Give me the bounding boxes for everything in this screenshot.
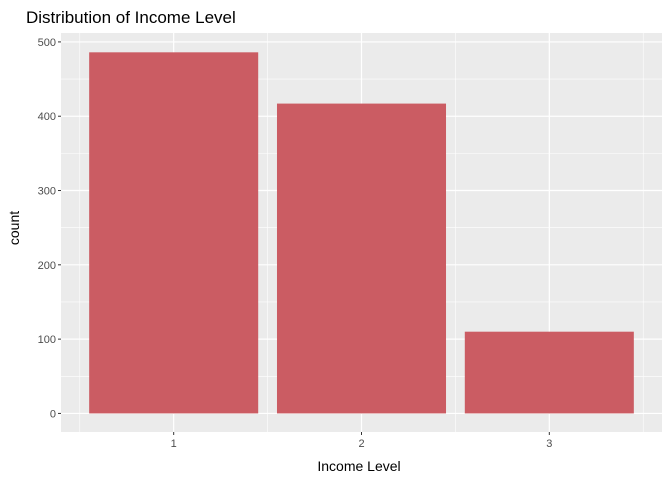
x-tick-label: 3 [546, 438, 552, 450]
bars [89, 52, 634, 414]
bar-1 [89, 52, 259, 414]
x-tick-label: 2 [358, 438, 364, 450]
y-axis: 0 100 200 300 400 500 [38, 37, 61, 420]
y-tick-label: 0 [50, 408, 56, 420]
x-axis-title: Income Level [317, 458, 400, 474]
y-tick-label: 100 [38, 334, 56, 346]
y-tick-label: 200 [38, 260, 56, 272]
y-tick-label: 300 [38, 186, 56, 198]
y-tick-label: 400 [38, 111, 56, 123]
y-tick-label: 500 [38, 37, 56, 49]
x-axis: 1 2 3 [171, 432, 552, 450]
x-tick-label: 1 [171, 438, 177, 450]
bar-3 [464, 331, 634, 414]
bar-2 [276, 103, 447, 414]
chart-title: Distribution of Income Level [26, 8, 236, 27]
y-axis-title: count [6, 211, 22, 245]
